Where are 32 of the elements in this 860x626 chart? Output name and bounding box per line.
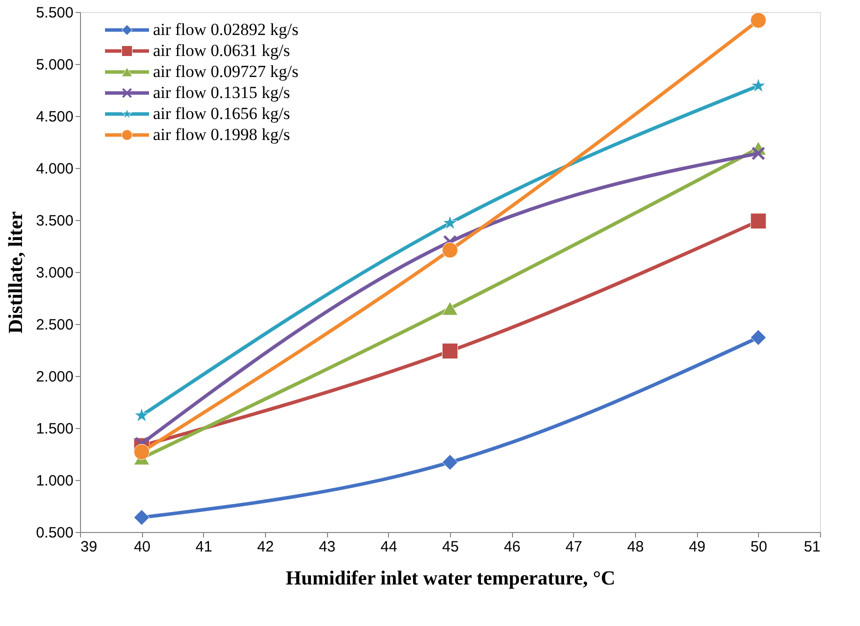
x-axis-title: Humidifer inlet water temperature, °C	[286, 568, 616, 590]
y-tick-label: 2.500	[36, 316, 74, 334]
y-tick-label: 3.000	[36, 264, 74, 282]
y-tick-label: 2.000	[36, 368, 74, 386]
y-axis-title: Distillate, liter	[4, 211, 27, 334]
legend-label: air flow 0.02892 kg/s	[153, 20, 298, 39]
x-tick-label: 45	[442, 538, 459, 556]
legend-label: air flow 0.1998 kg/s	[153, 125, 290, 144]
x-tick-label: 39	[80, 538, 98, 556]
y-tick-label: 5.500	[36, 4, 74, 22]
y-tick-label: 3.500	[36, 212, 74, 230]
x-tick-label: 47	[565, 538, 582, 556]
y-tick-label: 1.500	[36, 420, 74, 438]
x-tick-label: 50	[750, 538, 768, 556]
legend-label: air flow 0.09727 kg/s	[153, 62, 298, 81]
x-tick-label: 42	[257, 538, 274, 556]
y-tick-label: 5.000	[36, 56, 74, 74]
legend-label: air flow 0.1315 kg/s	[153, 83, 290, 102]
x-tick-label: 44	[380, 538, 398, 556]
y-tick-label: 1.000	[36, 472, 74, 490]
x-tick-label: 41	[195, 538, 212, 556]
x-tick-label: 43	[318, 538, 336, 556]
x-tick-label: 48	[627, 538, 644, 556]
x-tick-label: 51	[804, 538, 820, 556]
y-tick-label: 4.500	[36, 108, 74, 126]
y-tick-label: 0.500	[36, 524, 74, 542]
legend-label: air flow 0.1656 kg/s	[153, 104, 290, 123]
x-tick-label: 40	[134, 538, 151, 556]
y-tick-label: 4.000	[36, 160, 74, 178]
legend-label: air flow 0.0631 kg/s	[153, 41, 290, 60]
x-tick-label: 49	[688, 538, 706, 556]
x-tick-label: 46	[504, 538, 521, 556]
